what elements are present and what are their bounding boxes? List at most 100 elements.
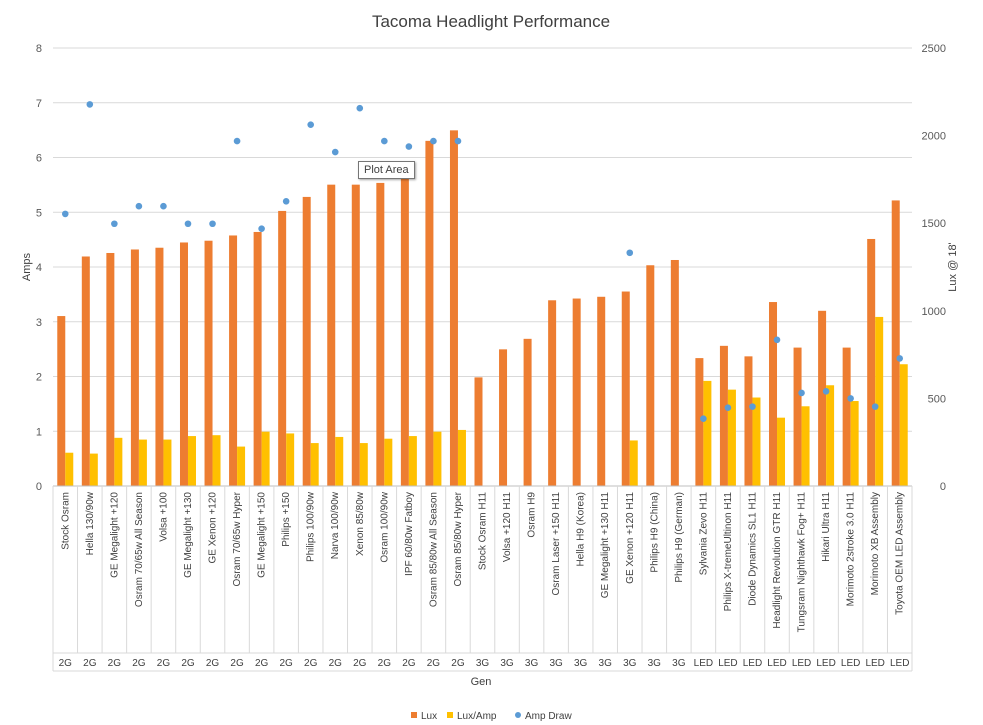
group-label: 2G <box>132 658 146 669</box>
right-axis-title: Lux @ 18' <box>947 242 959 291</box>
lux-bar <box>646 265 655 486</box>
group-label: 3G <box>525 658 539 669</box>
left-tick-label: 5 <box>36 207 42 219</box>
category-label: IPF 60/80w Fatboy <box>404 492 415 576</box>
lux-bar <box>278 210 287 486</box>
amp-draw-point <box>184 220 192 228</box>
category-label: Osram 70/65w Hyper <box>232 491 243 586</box>
group-label: 2G <box>59 658 73 669</box>
right-tick-label: 2500 <box>922 43 946 55</box>
right-tick-label: 0 <box>940 481 946 493</box>
lux-per-amp-bar <box>752 397 761 486</box>
category-label: Hikari Ultra H11 <box>821 492 832 562</box>
group-label: 3G <box>500 658 514 669</box>
right-tick-label: 1500 <box>922 218 946 230</box>
amp-draw-point <box>307 121 315 128</box>
group-label: LED <box>694 658 713 669</box>
group-label: LED <box>865 658 884 669</box>
amp-draw-point <box>282 198 290 205</box>
group-label: 2G <box>83 658 97 669</box>
category-label: Philips X-tremeUltinon H11 <box>723 492 734 612</box>
lux-per-amp-bar <box>457 429 466 486</box>
lux-bar <box>351 184 360 486</box>
category-label: Stock Osram <box>60 492 71 550</box>
right-axis: 0 500 1000 1500 2000 2500 <box>922 43 946 493</box>
group-label: 2G <box>402 658 416 669</box>
lux-bar <box>449 130 458 486</box>
lux-per-amp-bar <box>89 453 98 486</box>
lux-bar <box>793 347 802 486</box>
legend-swatch <box>515 712 521 718</box>
category-label: GE Megalight +130 H11 <box>600 492 611 599</box>
left-tick-label: 2 <box>36 372 42 384</box>
legend-label: Amp Draw <box>525 711 572 722</box>
lux-bar <box>57 316 66 486</box>
lux-bar <box>818 310 827 486</box>
legend-item: Amp Draw <box>515 711 572 722</box>
lux-per-amp-bar <box>163 439 172 486</box>
left-axis: 0 1 2 3 4 5 6 7 8 <box>36 43 42 493</box>
amp-draw-point <box>798 389 805 397</box>
lux-per-amp-bar <box>114 437 123 486</box>
group-label: 2G <box>206 658 220 669</box>
lux-bar <box>719 345 728 486</box>
lux-bar <box>130 249 139 486</box>
right-tick-label: 1000 <box>922 306 946 318</box>
lux-bar <box>695 358 704 486</box>
lux-bar <box>842 347 851 486</box>
category-label: Osram 85/80w Hyper <box>453 491 464 586</box>
lux-bar <box>523 338 532 486</box>
group-label: 3G <box>648 658 662 669</box>
lux-bar <box>400 174 409 487</box>
right-tick-label: 2000 <box>922 131 946 143</box>
plot-area-tooltip: Plot Area <box>358 161 415 179</box>
lux-bar <box>425 140 434 486</box>
group-label: 2G <box>451 658 465 669</box>
amp-draw-point <box>135 202 143 210</box>
lux-bar <box>891 200 900 486</box>
amp-draw-point <box>454 137 462 145</box>
category-label: Philips H9 (China) <box>649 492 660 573</box>
lux-per-amp-bar <box>408 436 417 486</box>
amp-draw-point <box>331 148 339 156</box>
right-tick-label: 500 <box>928 393 946 405</box>
category-axis: Stock Osram Hella 130/90w GE Megalight +12… <box>52 485 913 672</box>
group-label: LED <box>792 658 811 669</box>
legend-label: Lux <box>421 711 437 722</box>
group-label: 3G <box>599 658 613 669</box>
legend-swatch <box>447 712 453 718</box>
group-label: 2G <box>230 658 244 669</box>
category-label: Sylvania Zevo H11 <box>698 492 709 576</box>
category-label: Toyota OEM LED Assembly <box>895 492 906 615</box>
amp-draw-point <box>405 143 413 150</box>
lux-per-amp-bar <box>703 380 712 486</box>
category-label: Osram H9 <box>527 492 538 538</box>
lux-per-amp-bar <box>138 439 147 486</box>
amp-draw-point <box>847 395 854 402</box>
category-label: Volsa +100 <box>158 492 169 542</box>
category-label: Osram 85/80w All Season <box>428 492 439 607</box>
lux-per-amp-bar <box>187 436 196 486</box>
lux-bar <box>106 252 115 486</box>
category-label: GE Megalight +120 <box>109 492 120 578</box>
left-tick-label: 1 <box>36 426 42 438</box>
category-label: Headlight Revolution GTR H11 <box>772 492 783 629</box>
category-label: Osram 70/65w All Season <box>134 492 145 607</box>
left-tick-label: 3 <box>36 317 42 329</box>
lux-bar <box>572 298 581 486</box>
legend-item: Lux/Amp <box>447 711 497 722</box>
category-label: Diode Dynamics SL1 H11 <box>747 492 758 606</box>
group-label: 2G <box>181 658 195 669</box>
group-label: 3G <box>623 658 637 669</box>
lux-bar <box>499 349 508 486</box>
lux-bar <box>376 182 385 487</box>
amp-draw-point <box>430 137 437 145</box>
amp-draw-point <box>724 404 732 412</box>
category-label: GE Megalight +130 <box>183 492 194 578</box>
left-tick-label: 6 <box>36 153 42 165</box>
amp-draw-point <box>700 415 707 422</box>
lux-per-amp-bar <box>727 389 736 486</box>
group-label: 3G <box>549 658 563 669</box>
lux-per-amp-bar <box>875 316 884 486</box>
